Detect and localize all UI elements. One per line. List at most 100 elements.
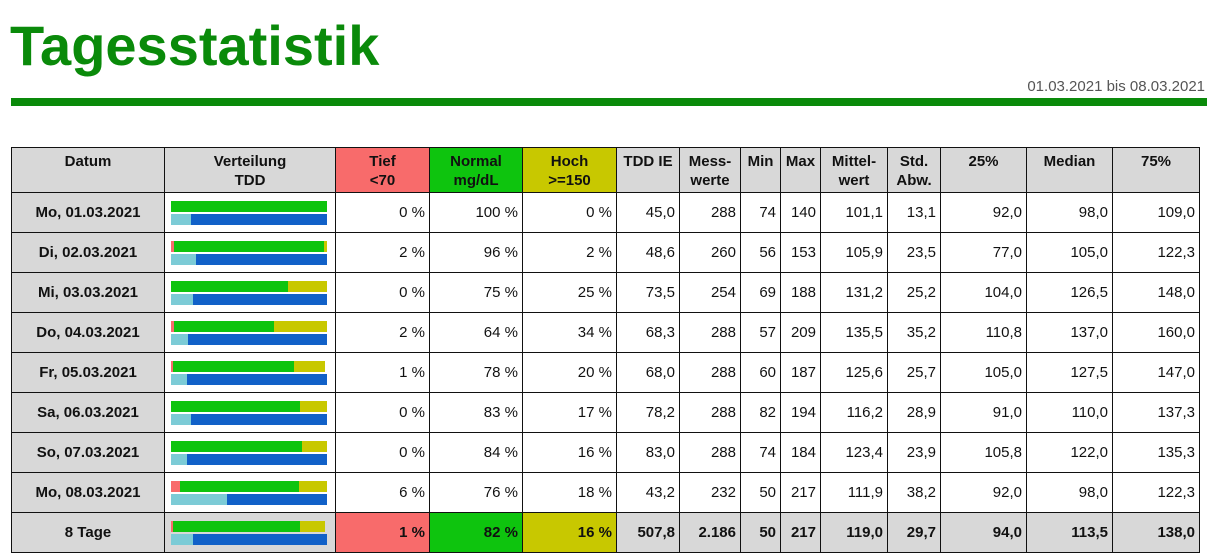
page-title: Tagesstatistik <box>10 14 380 77</box>
header-std-abw: Std. Abw. <box>887 147 941 193</box>
cell-mess: 288 <box>679 312 741 353</box>
tdd-distribution-bar <box>171 253 327 265</box>
cell-normal: 82 % <box>429 512 523 553</box>
cell-p25: 91,0 <box>940 392 1027 433</box>
cell-median: 98,0 <box>1026 472 1113 513</box>
cell-p75: 160,0 <box>1112 312 1200 353</box>
cell-p75: 137,3 <box>1112 392 1200 433</box>
cell-median: 98,0 <box>1026 192 1113 233</box>
cell-tief: 0 % <box>335 432 430 473</box>
segment-hoch <box>288 280 327 292</box>
cell-tdd: 48,6 <box>616 232 680 273</box>
header-tdd: TDD IE <box>616 147 680 193</box>
cell-verteilung <box>164 272 336 313</box>
header-normal: Normal mg/dL <box>429 147 523 193</box>
cell-min: 69 <box>740 272 781 313</box>
cell-max: 194 <box>780 392 821 433</box>
cell-tief: 0 % <box>335 272 430 313</box>
segment-tief <box>171 480 181 492</box>
cell-normal: 64 % <box>429 312 523 353</box>
table-row: Di, 02.03.2021 2 % 96 % 2 % 48,6 260 56 153 105,… <box>11 232 1200 273</box>
tdd-distribution-bar <box>171 413 327 425</box>
segment-bolus <box>195 253 327 265</box>
header-datum: Datum <box>11 147 165 193</box>
title-divider <box>11 98 1207 106</box>
cell-std: 25,7 <box>887 352 941 393</box>
cell-hoch: 16 % <box>522 512 617 553</box>
cell-tdd: 45,0 <box>616 192 680 233</box>
cell-mess: 288 <box>679 432 741 473</box>
cell-tief: 6 % <box>335 472 430 513</box>
cell-mittel: 111,9 <box>820 472 888 513</box>
cell-normal: 84 % <box>429 432 523 473</box>
cell-max: 217 <box>780 512 821 553</box>
cell-verteilung <box>164 432 336 473</box>
glucose-distribution-bar <box>171 200 327 212</box>
segment-normal <box>171 400 301 412</box>
cell-verteilung <box>164 192 336 233</box>
cell-max: 188 <box>780 272 821 313</box>
segment-bolus <box>186 453 327 465</box>
cell-hoch: 2 % <box>522 232 617 273</box>
cell-mess: 254 <box>679 272 741 313</box>
header-p75: 75% <box>1112 147 1200 193</box>
segment-hoch <box>294 360 326 372</box>
cell-p75: 135,3 <box>1112 432 1200 473</box>
tdd-distribution-bar <box>171 533 327 545</box>
cell-min: 74 <box>740 192 781 233</box>
cell-verteilung <box>164 392 336 433</box>
cell-verteilung <box>164 312 336 353</box>
segment-bolus <box>192 533 327 545</box>
segment-basal <box>171 293 193 305</box>
segment-bolus <box>227 493 327 505</box>
cell-datum: So, 07.03.2021 <box>11 432 165 473</box>
table-row: Mo, 01.03.2021 0 % 100 % 0 % 45,0 288 74 140 101… <box>11 192 1200 233</box>
cell-hoch: 0 % <box>522 192 617 233</box>
cell-median: 126,5 <box>1026 272 1113 313</box>
cell-std: 23,9 <box>887 432 941 473</box>
cell-std: 23,5 <box>887 232 941 273</box>
cell-p25: 104,0 <box>940 272 1027 313</box>
segment-hoch <box>300 400 327 412</box>
cell-p75: 122,3 <box>1112 232 1200 273</box>
tdd-distribution-bar <box>171 453 327 465</box>
cell-mittel: 119,0 <box>820 512 888 553</box>
cell-tdd: 507,8 <box>616 512 680 553</box>
cell-tief: 2 % <box>335 232 430 273</box>
header-messwerte: Mess-werte <box>679 147 741 193</box>
cell-std: 13,1 <box>887 192 941 233</box>
segment-bolus <box>192 293 327 305</box>
cell-mittel: 101,1 <box>820 192 888 233</box>
cell-mess: 232 <box>679 472 741 513</box>
cell-tdd: 68,0 <box>616 352 680 393</box>
cell-hoch: 34 % <box>522 312 617 353</box>
cell-mess: 260 <box>679 232 741 273</box>
segment-basal <box>171 493 228 505</box>
cell-max: 140 <box>780 192 821 233</box>
header-median: Median <box>1026 147 1113 193</box>
total-row: 8 Tage 1 % 82 % 16 % 507,8 2.186 50 217 119,0 29,… <box>11 512 1200 553</box>
cell-min: 60 <box>740 352 781 393</box>
cell-max: 187 <box>780 352 821 393</box>
cell-mittel: 123,4 <box>820 432 888 473</box>
cell-mess: 288 <box>679 392 741 433</box>
cell-p25: 105,0 <box>940 352 1027 393</box>
cell-std: 35,2 <box>887 312 941 353</box>
segment-bolus <box>191 213 327 225</box>
segment-normal <box>171 280 288 292</box>
segment-hoch <box>273 320 327 332</box>
glucose-distribution-bar <box>171 400 327 412</box>
glucose-distribution-bar <box>171 480 327 492</box>
cell-datum: Di, 02.03.2021 <box>11 232 165 273</box>
cell-max: 217 <box>780 472 821 513</box>
cell-p75: 122,3 <box>1112 472 1200 513</box>
cell-tdd: 68,3 <box>616 312 680 353</box>
cell-median: 137,0 <box>1026 312 1113 353</box>
cell-datum: Sa, 06.03.2021 <box>11 392 165 433</box>
cell-verteilung <box>164 472 336 513</box>
cell-max: 209 <box>780 312 821 353</box>
segment-hoch <box>302 440 327 452</box>
segment-normal <box>172 520 301 532</box>
cell-tdd: 73,5 <box>616 272 680 313</box>
cell-mess: 288 <box>679 192 741 233</box>
